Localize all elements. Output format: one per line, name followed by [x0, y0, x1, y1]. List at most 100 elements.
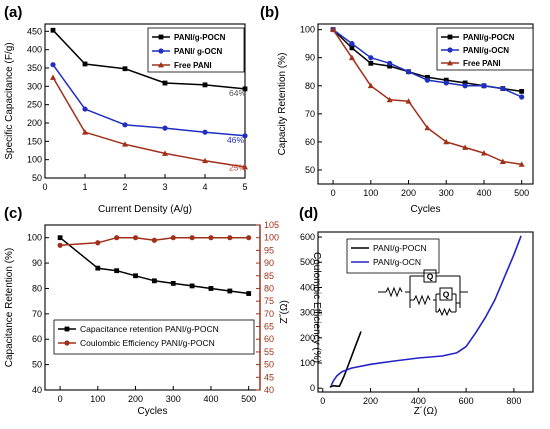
data-point — [208, 286, 214, 291]
y2-tick-label: 65 — [264, 322, 274, 332]
legend-item: PANI/ g-OCN — [152, 47, 223, 56]
x-tick-label: 5 — [242, 182, 247, 192]
data-point — [50, 27, 56, 33]
legend-label: PANI/g-OCN — [373, 257, 421, 267]
data-point — [114, 235, 120, 241]
panel-c: (c)0 100 200 300 400 500405060708090100404550… — [4, 205, 322, 417]
y-tick-label: 90 — [305, 53, 315, 63]
panel-a: (a) 0 1 2 3 4 5 50 100 150 200 250 300 350 400 450 Curre… — [4, 4, 248, 215]
data-point — [227, 235, 233, 241]
data-point — [189, 235, 195, 241]
y2-tick-label: 40 — [264, 385, 274, 395]
y-tick-label: 250 — [27, 100, 42, 110]
legend-marker — [447, 47, 453, 53]
x-tick-label: 200 — [128, 394, 143, 404]
y2-tick-label: 45 — [264, 372, 274, 382]
x-tick-label: 1 — [82, 182, 87, 192]
data-point — [122, 141, 128, 147]
data-point — [367, 82, 374, 89]
legend-box — [53, 319, 255, 355]
y-tick-label: 90 — [32, 258, 42, 268]
legend-label: Coulombic Efficiency PANI/g-POCN — [80, 338, 215, 348]
legend-item: PANI/g-POCN — [441, 33, 515, 42]
data-point — [82, 61, 88, 67]
y2-tick-label: 85 — [264, 271, 274, 281]
y-tick-label: 350 — [27, 63, 42, 73]
data-point — [50, 74, 56, 80]
legend-label: Free PANI — [463, 59, 501, 68]
data-point — [387, 63, 393, 69]
y2-tick-label: 50 — [264, 360, 274, 370]
series-free-pani — [50, 74, 248, 170]
resistor-icon — [413, 294, 431, 306]
y-tick-label: 300 — [27, 81, 42, 91]
x-axis-label: Cycles — [137, 406, 167, 417]
y-tick-label: 100 — [300, 358, 315, 368]
series-line — [52, 29, 246, 90]
y-tick-label: 0 — [310, 383, 315, 393]
data-point — [246, 291, 252, 296]
panel-label: (b) — [260, 4, 279, 21]
x-tick-label: 100 — [90, 394, 105, 404]
data-point — [480, 150, 487, 156]
y-tick-label: 500 — [300, 257, 315, 267]
data-point — [208, 235, 214, 241]
y-tick-label: 450 — [27, 26, 42, 36]
x-tick-label: 2 — [122, 182, 127, 192]
cpe-label: Q — [427, 272, 434, 282]
legend-marker — [447, 60, 453, 66]
data-point — [519, 88, 525, 94]
legend-label: PANI/g-POCN — [373, 243, 427, 253]
annotation: 64% — [229, 88, 246, 98]
legend-label: Capacitance retention PANI/g-POCN — [80, 324, 219, 334]
y-axis-label: Z˝(Ω) — [278, 300, 290, 324]
data-point — [519, 94, 525, 100]
series-free-pani — [330, 26, 525, 167]
y2-tick-label: 90 — [264, 258, 274, 268]
x-tick-label: 600 — [459, 396, 474, 406]
data-point — [162, 80, 168, 86]
series-pani-g-ocn — [330, 27, 525, 100]
y2-tick-label: 100 — [264, 233, 279, 243]
x-tick-label: 0 — [320, 396, 325, 406]
data-point — [242, 164, 248, 170]
data-point — [227, 288, 233, 294]
data-point — [242, 86, 248, 92]
legend-item: Coulombic Efficiency PANI/g-POCN — [58, 338, 215, 348]
y-tick-label: 60 — [305, 137, 315, 147]
resistor-icon — [385, 286, 403, 298]
series-pani-g-ocn — [50, 62, 248, 139]
y-tick-label: 200 — [300, 333, 315, 343]
panel-b: (b) 0 100 200 300 400 500 50 60 70 80 90 100 Cycles Ca… — [260, 4, 534, 215]
data-point — [349, 41, 355, 47]
x-tick-label: 300 — [439, 188, 454, 198]
data-point — [151, 237, 157, 243]
data-point — [50, 62, 56, 68]
x-tick-label: 0 — [331, 188, 336, 198]
y2-tick-label: 75 — [264, 296, 274, 306]
y2-tick-label: 95 — [264, 245, 274, 255]
y-tick-label: 300 — [300, 308, 315, 318]
y-tick-label: 400 — [27, 45, 42, 55]
y-tick-label: 150 — [27, 136, 42, 146]
data-point — [405, 98, 412, 104]
legend-item: Capacitance retention PANI/g-POCN — [58, 324, 219, 334]
y-tick-label: 50 — [305, 165, 315, 175]
y-axis-label: Capacity Retention (%) — [277, 53, 288, 156]
legend: PANI/g-POCN PANI/g-OCN — [346, 238, 440, 274]
data-point — [202, 82, 208, 88]
x-tick-label: 200 — [363, 396, 378, 406]
legend-marker — [158, 34, 164, 40]
legend-label: PANI/g-OCN — [463, 46, 509, 55]
annotation: 46% — [227, 135, 244, 145]
data-point — [443, 138, 450, 145]
legend-marker — [64, 340, 70, 346]
x-tick-label: 400 — [203, 394, 218, 404]
data-point — [443, 77, 449, 83]
data-point — [387, 60, 393, 66]
x-tick-label: 4 — [202, 182, 207, 192]
y2-axis-label: Coulombic Efficiency (%) — [311, 252, 322, 363]
legend-marker — [158, 62, 164, 68]
y-tick-label: 60 — [32, 334, 42, 344]
data-point — [499, 158, 506, 164]
